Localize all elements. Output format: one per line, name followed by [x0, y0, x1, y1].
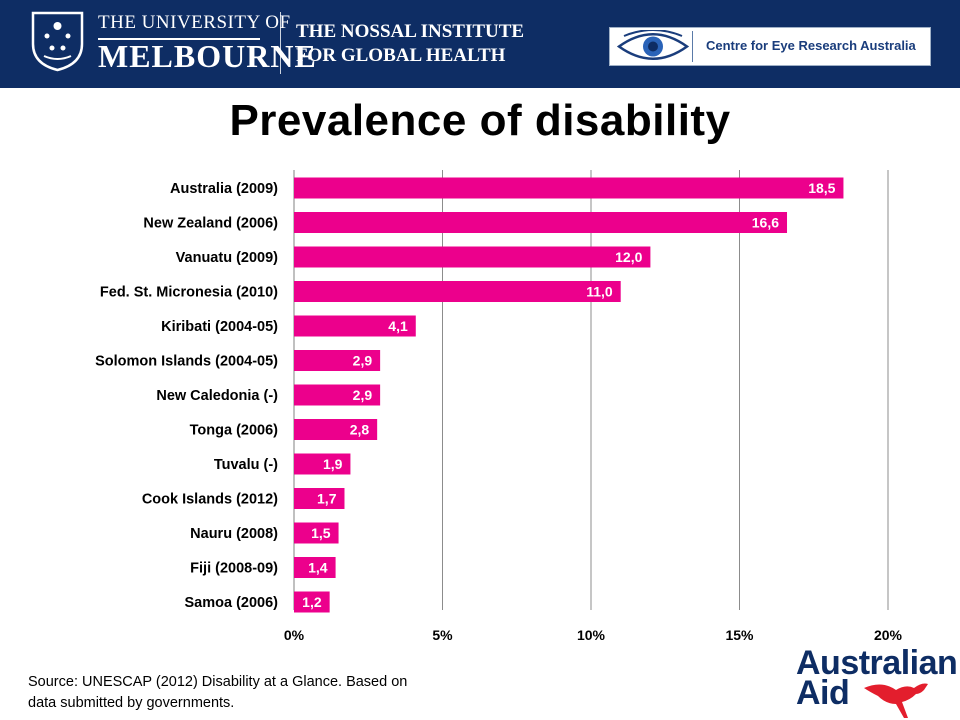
bar [294, 591, 330, 613]
value-label: 1,2 [302, 594, 322, 610]
value-label: 18,5 [808, 180, 835, 196]
category-label: Tonga (2006) [190, 423, 279, 439]
bar [294, 453, 351, 475]
category-label: Kiribati (2004-05) [161, 319, 278, 335]
value-label: 1,4 [308, 560, 328, 576]
cera-separator [692, 31, 693, 62]
source-note-line1: Source: UNESCAP (2012) Disability at a G… [28, 674, 408, 690]
x-tick-label: 15% [725, 627, 754, 643]
category-label: Nauru (2008) [190, 526, 278, 542]
nossal-name-line1: THE NOSSAL INSTITUTE [296, 21, 525, 42]
category-label: Samoa (2006) [185, 595, 279, 611]
bar [294, 212, 788, 233]
slide-title: Prevalence of disability [229, 96, 731, 145]
value-label: 16,6 [752, 215, 779, 231]
university-name-line1: THE UNIVERSITY OF [98, 12, 291, 33]
eye-icon [616, 30, 690, 60]
bar [294, 177, 844, 199]
category-label: Fiji (2008-09) [190, 561, 278, 577]
australian-aid-line2: Aid [796, 674, 850, 712]
university-crest-icon [31, 11, 84, 72]
value-label: 1,5 [311, 525, 331, 541]
nossal-wordmark: THE NOSSAL INSTITUTE FOR GLOBAL HEALTH [296, 20, 524, 68]
bar [294, 384, 381, 406]
source-note-line2: data submitted by governments. [28, 695, 235, 711]
cera-logo: Centre for Eye Research Australia [609, 27, 931, 66]
category-label: Fed. St. Micronesia (2010) [100, 285, 278, 301]
value-label: 2,9 [353, 387, 373, 403]
bar [294, 522, 339, 544]
x-tick-label: 0% [284, 627, 305, 643]
university-wordmark: THE UNIVERSITY OF MELBOURNE [98, 12, 317, 75]
value-label: 4,1 [388, 318, 408, 334]
bar [294, 246, 651, 268]
x-tick-label: 10% [577, 627, 606, 643]
bar [294, 419, 378, 440]
category-label: Solomon Islands (2004-05) [95, 354, 278, 370]
x-tick-label: 20% [874, 627, 903, 643]
value-label: 1,7 [317, 491, 337, 507]
source-note: Source: UNESCAP (2012) Disability at a G… [28, 672, 468, 714]
bar [294, 557, 336, 578]
header-divider [280, 12, 281, 74]
x-tick-label: 5% [432, 627, 453, 643]
bar [294, 488, 345, 509]
category-label: Cook Islands (2012) [142, 492, 278, 508]
category-label: Vanuatu (2009) [176, 250, 279, 266]
disability-prevalence-chart: 18,5 Australia (2009) 16,6 New Zealand (200… [95, 170, 903, 643]
kangaroo-icon [864, 683, 928, 718]
category-label: New Caledonia (-) [156, 388, 278, 404]
value-label: 2,9 [353, 353, 373, 369]
cera-name: Centre for Eye Research Australia [706, 38, 916, 53]
value-label: 12,0 [615, 249, 642, 265]
bar [294, 281, 621, 302]
university-name-line2: MELBOURNE [98, 38, 317, 74]
university-rule [98, 38, 260, 40]
australian-aid-wordmark: Australian Aid [796, 644, 958, 712]
nossal-name-line2: FOR GLOBAL HEALTH [296, 45, 506, 66]
value-label: 11,0 [586, 284, 613, 300]
header-banner: THE UNIVERSITY OF MELBOURNE THE NOSSAL I… [0, 0, 960, 88]
category-label: Tuvalu (-) [214, 457, 278, 473]
category-label: Australia (2009) [170, 181, 278, 197]
value-label: 2,8 [350, 422, 370, 438]
category-label: New Zealand (2006) [143, 216, 278, 232]
bar [294, 350, 381, 371]
australian-aid-logo: Australian Aid [796, 644, 958, 720]
bar [294, 315, 416, 337]
value-label: 1,9 [323, 456, 343, 472]
australian-aid-line1: Australian [796, 644, 958, 682]
